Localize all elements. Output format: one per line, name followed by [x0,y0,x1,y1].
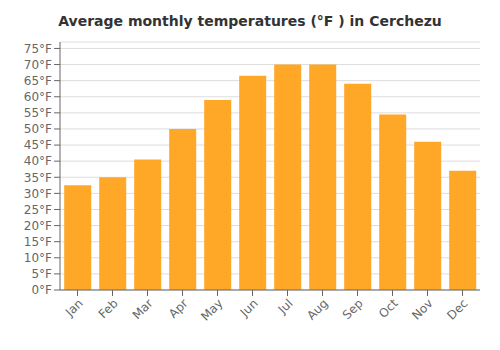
svg-text:Oct: Oct [376,296,401,321]
svg-text:25°F: 25°F [24,203,52,217]
svg-text:Jul: Jul [275,296,296,317]
svg-text:Feb: Feb [96,296,121,321]
svg-text:Mar: Mar [130,296,156,322]
svg-text:May: May [198,296,225,323]
svg-text:45°F: 45°F [24,138,52,152]
svg-text:50°F: 50°F [24,122,52,136]
svg-text:70°F: 70°F [24,58,52,72]
svg-text:Jun: Jun [237,296,261,320]
svg-text:40°F: 40°F [24,154,52,168]
svg-text:Aug: Aug [304,296,330,322]
svg-text:55°F: 55°F [24,106,52,120]
svg-text:Apr: Apr [166,296,191,321]
svg-text:Sep: Sep [340,296,366,322]
svg-text:10°F: 10°F [24,251,52,265]
svg-text:15°F: 15°F [24,235,52,249]
html-text:Average monthly temperatures (: Average monthly temperatures (°F ) in Ce… [58,13,442,29]
svg-text:Nov: Nov [409,296,435,322]
svg-text:Dec: Dec [444,296,470,322]
svg-text:75°F: 75°F [24,42,52,56]
svg-text:30°F: 30°F [24,187,52,201]
svg-text:20°F: 20°F [24,219,52,233]
svg-text:35°F: 35°F [24,171,52,185]
svg-text:65°F: 65°F [24,74,52,88]
svg-text:0°F: 0°F [31,283,52,297]
svg-text:Jan: Jan [62,296,86,320]
svg-text:5°F: 5°F [31,267,52,281]
svg-text:60°F: 60°F [24,90,52,104]
